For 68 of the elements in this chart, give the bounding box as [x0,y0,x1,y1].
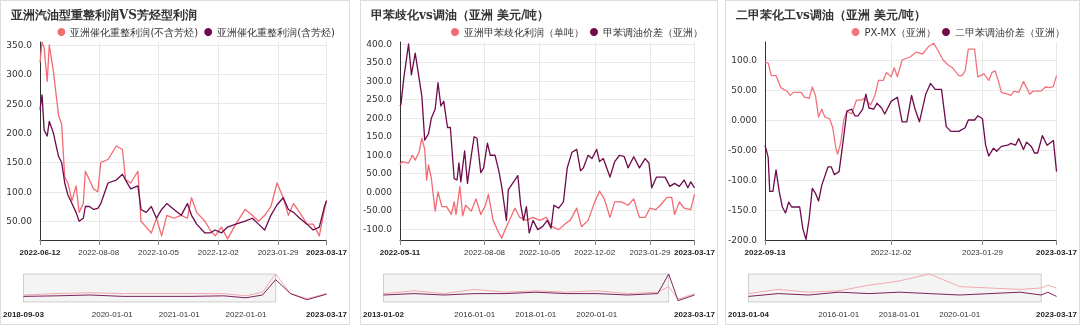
x-tick-label: 2013-01-02 [363,309,405,319]
y-tick-label: 0.000 [366,186,393,197]
legend-label: 甲苯调油价差（亚洲） [603,26,703,38]
y-tick-label: 350.0 [366,57,393,68]
x-tick-label: 2018-01-01 [878,309,921,319]
x-tick-label: 2022-08-08 [464,247,506,257]
y-tick-label: -100.0 [728,175,758,185]
y-tick-label: 250.0 [6,98,33,109]
x-tick-label: 2022-09-13 [744,247,787,257]
y-tick-label: 400.0 [366,38,393,49]
x-tick-label: 2023-03-17 [674,309,716,319]
y-tick-label: 100.0 [366,149,393,160]
x-tick-label: 2023-03-17 [306,247,348,257]
y-tick-label: -150.0 [728,205,758,215]
y-tick-label: -200.0 [728,235,758,245]
x-tick-label: 2016-01-01 [818,309,860,319]
y-tick-label: 100.0 [731,55,758,65]
x-tick-label: 2023-01-29 [962,247,1004,257]
chart-title: 二甲苯化工vs调油（亚洲 美元/吨） [736,8,927,22]
x-tick-label: 2023-03-17 [1036,247,1078,257]
y-tick-label: 50.00 [366,168,393,179]
y-tick-label: -50.00 [728,145,758,155]
x-tick-label: 2022-08-08 [78,247,120,257]
x-tick-label: 2023-03-17 [1036,309,1078,319]
x-tick-label: 2021-01-01 [158,309,201,319]
x-tick-label: 2022-12-02 [197,247,240,257]
y-tick-label: 50.00 [731,85,758,95]
x-tick-label: 2023-01-29 [629,247,671,257]
x-tick-label: 2022-06-12 [19,247,62,257]
y-tick-label: 150.0 [6,157,33,168]
x-tick-label: 2023-01-29 [257,247,300,257]
chart-title: 甲苯歧化vs调油（亚洲 美元/吨） [371,8,550,22]
y-tick-label: -50.00 [363,205,393,216]
x-tick-label: 2013-01-04 [728,309,770,319]
y-tick-label: 300.0 [6,69,33,80]
y-tick-label: 300.0 [366,75,393,86]
line-series [39,41,328,240]
x-tick-label: 2023-03-17 [674,247,716,257]
legend-label: PX-MX（亚洲） [864,26,937,38]
x-tick-label: 2020-01-01 [939,309,981,319]
legend-label: 亚洲催化重整利润(含芳烃) [217,26,336,38]
y-tick-label: 150.0 [366,131,393,142]
y-tick-label: 350.0 [6,39,33,50]
x-tick-label: 2022-12-02 [574,247,616,257]
x-tick-label: 2018-09-03 [3,309,45,319]
line-series [39,94,328,234]
y-tick-label: -100.0 [363,223,393,234]
y-tick-label: 0.000 [731,115,758,125]
x-tick-label: 2022-12-02 [870,247,913,257]
x-tick-label: 2016-01-01 [454,309,496,319]
x-tick-label: 2022-10-05 [519,247,561,257]
line-series [764,42,1058,155]
x-tick-label: 2022-01-01 [225,309,268,319]
y-tick-label: 50.00 [6,216,33,227]
x-tick-label: 2020-01-01 [576,309,618,319]
y-tick-label: 100.0 [6,186,33,197]
y-tick-label: 200.0 [6,128,33,139]
x-tick-label: 2022-05-11 [379,247,421,257]
x-tick-label: 2023-03-17 [306,309,348,319]
y-tick-label: 250.0 [366,94,393,105]
x-tick-label: 2018-01-01 [515,309,557,319]
legend-label: 亚洲催化重整利润(不含芳烃) [70,26,199,38]
y-tick-label: 200.0 [366,112,393,123]
x-tick-label: 2022-10-05 [138,247,180,257]
x-tick-label: 2020-01-01 [91,309,134,319]
chart-title: 亚洲汽油型重整利润VS芳烃型利润 [10,8,197,22]
legend-label: 二甲苯调油价差（亚洲） [955,26,1065,38]
legend-label: 亚洲甲苯歧化利润（单吨） [464,26,584,38]
